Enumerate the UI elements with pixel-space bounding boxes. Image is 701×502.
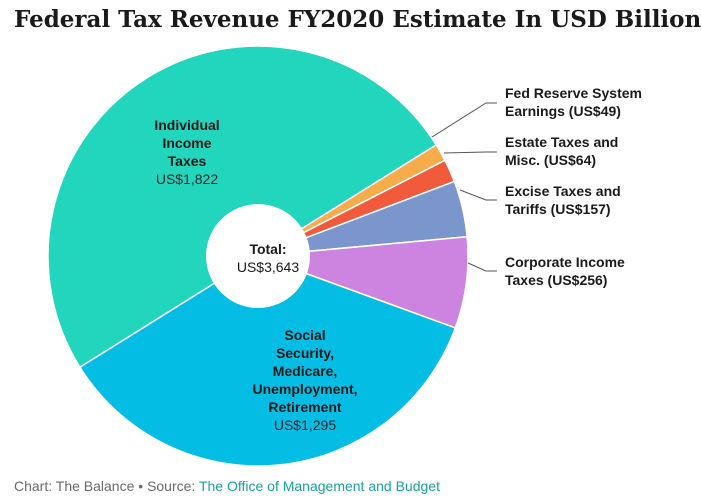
leader-line-fed-reserve xyxy=(431,102,497,138)
slice-labels-group: Individual Income Taxes US$1,822 Social Secur… xyxy=(154,85,642,433)
footer-source-prefix: Source: xyxy=(147,478,199,494)
footer-credit: Chart: The Balance xyxy=(14,478,135,494)
source-link[interactable]: The Office of Management and Budget xyxy=(198,478,440,494)
center-total-value: US$3,643 xyxy=(237,259,299,275)
slice-label-excise-tariffs: Excise Taxes and Tariffs (US$157) xyxy=(505,183,621,217)
slice-label-estate-misc: Estate Taxes and Misc. (US$64) xyxy=(505,134,618,168)
footer-separator: • xyxy=(134,478,148,494)
chart-title: Federal Tax Revenue FY2020 Estimate In U… xyxy=(14,6,701,33)
slice-label-social-security: Social Security, Medicare, Unemployment, Ret… xyxy=(252,327,357,433)
donut-chart: Total: US$3,643 Individual Income Taxes US$… xyxy=(47,45,642,467)
slice-label-fed-reserve: Fed Reserve System Earnings (US$49) xyxy=(505,85,642,119)
donut-hole xyxy=(206,204,310,308)
leader-line-excise-tariffs xyxy=(459,189,497,201)
leader-line-corporate-income xyxy=(467,262,497,272)
slice-label-corporate-income: Corporate Income Taxes (US$256) xyxy=(505,254,625,288)
leader-line-estate-misc xyxy=(443,151,497,154)
slice-label-individual-income: Individual Income Taxes US$1,822 xyxy=(154,117,219,187)
chart-footer: Chart: The Balance • Source: The Office … xyxy=(14,478,440,494)
slice-social-security xyxy=(78,255,457,467)
leader-lines-group xyxy=(431,102,497,272)
center-total-label: Total: xyxy=(249,241,286,257)
